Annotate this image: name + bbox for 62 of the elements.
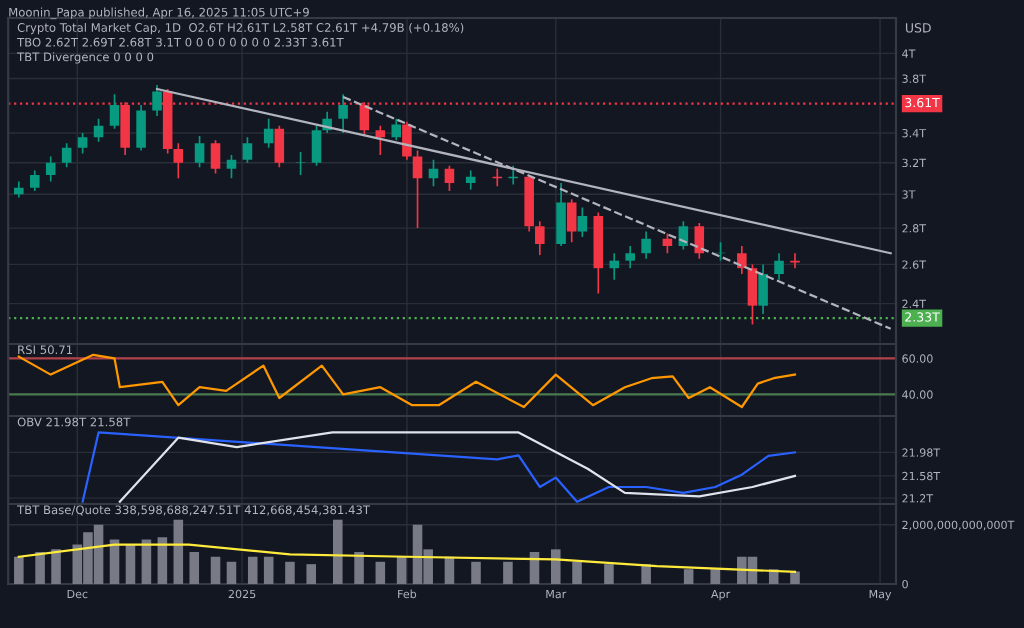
candlestick [577, 206, 588, 238]
line-series [17, 543, 797, 573]
bar [503, 561, 513, 584]
candlestick [173, 142, 184, 180]
bar [285, 561, 295, 584]
candlestick [375, 125, 386, 156]
bar [333, 519, 343, 584]
bar [226, 561, 237, 584]
candlestick [263, 117, 274, 149]
candlestick [29, 169, 40, 192]
candlestick [194, 135, 205, 169]
bar [247, 556, 258, 584]
candlestick [338, 93, 348, 134]
candlestick [609, 252, 620, 281]
bar [189, 552, 200, 584]
bar [683, 569, 694, 584]
candlestick [93, 117, 104, 143]
bar [35, 552, 45, 584]
line-series [17, 353, 797, 409]
candlestick [402, 120, 412, 161]
candlestick [45, 155, 56, 183]
bar [14, 556, 24, 584]
candlestick [774, 252, 784, 281]
bar [550, 549, 561, 584]
candlestick [556, 182, 566, 247]
bar [790, 571, 800, 584]
candlestick [61, 142, 72, 169]
bar [51, 549, 61, 584]
bar [375, 561, 386, 584]
bar [710, 569, 721, 584]
bar [306, 564, 316, 584]
candlestick [790, 252, 800, 270]
candlestick [77, 132, 88, 155]
candlestick [737, 245, 747, 275]
bar [396, 556, 407, 584]
candlestick [747, 263, 758, 326]
candlestick [758, 263, 768, 315]
candlestick [535, 220, 545, 256]
candlestick [412, 149, 423, 229]
candlestick [210, 139, 221, 175]
candlestick [295, 151, 306, 176]
candlestick [444, 164, 455, 192]
candlestick [136, 104, 146, 152]
bar [263, 556, 274, 584]
candlestick [428, 158, 439, 188]
candlestick [311, 125, 322, 167]
candlestick [242, 136, 253, 164]
bar [471, 561, 481, 584]
candlestick [152, 84, 162, 117]
candlestick [109, 93, 120, 130]
candlestick [625, 245, 635, 270]
candlestick [641, 230, 651, 260]
candlestick [662, 232, 673, 255]
bar [125, 544, 136, 584]
candlestick [274, 125, 285, 169]
candlestick [226, 154, 237, 180]
bar [604, 564, 614, 584]
bar [572, 561, 582, 584]
bar [354, 552, 364, 584]
candlestick [566, 198, 577, 244]
bar [210, 556, 221, 584]
candlestick [391, 117, 402, 142]
